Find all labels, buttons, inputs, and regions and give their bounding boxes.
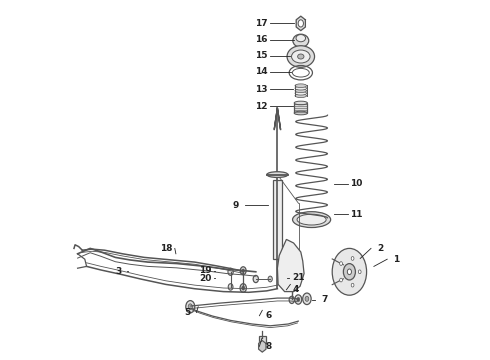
Ellipse shape bbox=[267, 172, 288, 177]
Text: 4: 4 bbox=[292, 285, 298, 294]
Text: 20: 20 bbox=[199, 274, 212, 283]
Ellipse shape bbox=[186, 301, 195, 313]
Text: 7: 7 bbox=[321, 295, 327, 304]
Ellipse shape bbox=[293, 212, 331, 228]
Polygon shape bbox=[259, 341, 266, 352]
Ellipse shape bbox=[347, 269, 351, 275]
Ellipse shape bbox=[305, 296, 309, 301]
Bar bbox=[259, 336, 266, 344]
Text: 9: 9 bbox=[233, 201, 239, 210]
Polygon shape bbox=[277, 239, 304, 292]
Ellipse shape bbox=[294, 101, 307, 105]
Ellipse shape bbox=[295, 86, 307, 90]
Text: 12: 12 bbox=[255, 102, 268, 111]
Ellipse shape bbox=[297, 214, 326, 225]
Ellipse shape bbox=[297, 54, 304, 59]
Text: 17: 17 bbox=[255, 19, 268, 28]
Ellipse shape bbox=[332, 248, 367, 295]
Bar bbox=[294, 103, 307, 113]
Text: 8: 8 bbox=[265, 342, 271, 351]
Ellipse shape bbox=[242, 286, 245, 290]
Ellipse shape bbox=[295, 94, 307, 98]
Ellipse shape bbox=[296, 35, 306, 42]
Text: 2: 2 bbox=[377, 244, 383, 253]
Ellipse shape bbox=[228, 268, 233, 275]
Ellipse shape bbox=[294, 111, 307, 115]
Ellipse shape bbox=[253, 275, 258, 283]
Ellipse shape bbox=[289, 296, 294, 303]
Ellipse shape bbox=[295, 89, 307, 93]
Ellipse shape bbox=[295, 295, 302, 304]
Text: 19: 19 bbox=[199, 266, 212, 275]
Polygon shape bbox=[296, 16, 305, 31]
Ellipse shape bbox=[293, 34, 309, 47]
Ellipse shape bbox=[240, 267, 246, 275]
Ellipse shape bbox=[343, 264, 355, 280]
Text: 11: 11 bbox=[350, 210, 363, 219]
Ellipse shape bbox=[340, 262, 343, 265]
Text: 1: 1 bbox=[393, 255, 399, 264]
Ellipse shape bbox=[295, 91, 307, 95]
Ellipse shape bbox=[268, 276, 272, 282]
Polygon shape bbox=[274, 108, 281, 130]
Text: 13: 13 bbox=[255, 85, 268, 94]
Ellipse shape bbox=[295, 84, 307, 87]
Ellipse shape bbox=[242, 269, 245, 273]
Text: 14: 14 bbox=[255, 68, 268, 77]
Ellipse shape bbox=[292, 50, 310, 63]
Ellipse shape bbox=[351, 257, 354, 260]
Text: 6: 6 bbox=[265, 311, 271, 320]
Ellipse shape bbox=[351, 283, 354, 287]
Text: 15: 15 bbox=[255, 51, 268, 60]
Bar bbox=[272, 180, 282, 259]
Text: 3: 3 bbox=[115, 266, 122, 276]
Ellipse shape bbox=[287, 46, 315, 67]
Ellipse shape bbox=[228, 284, 233, 290]
Ellipse shape bbox=[240, 284, 246, 292]
Ellipse shape bbox=[188, 304, 193, 310]
Ellipse shape bbox=[303, 293, 311, 305]
Ellipse shape bbox=[340, 278, 343, 282]
Ellipse shape bbox=[298, 20, 303, 27]
Text: 16: 16 bbox=[255, 35, 268, 44]
Text: 18: 18 bbox=[160, 244, 172, 253]
Text: 10: 10 bbox=[350, 179, 363, 188]
Text: 21: 21 bbox=[292, 274, 304, 282]
Ellipse shape bbox=[358, 270, 361, 274]
Ellipse shape bbox=[296, 297, 300, 302]
Text: 5: 5 bbox=[184, 308, 191, 317]
